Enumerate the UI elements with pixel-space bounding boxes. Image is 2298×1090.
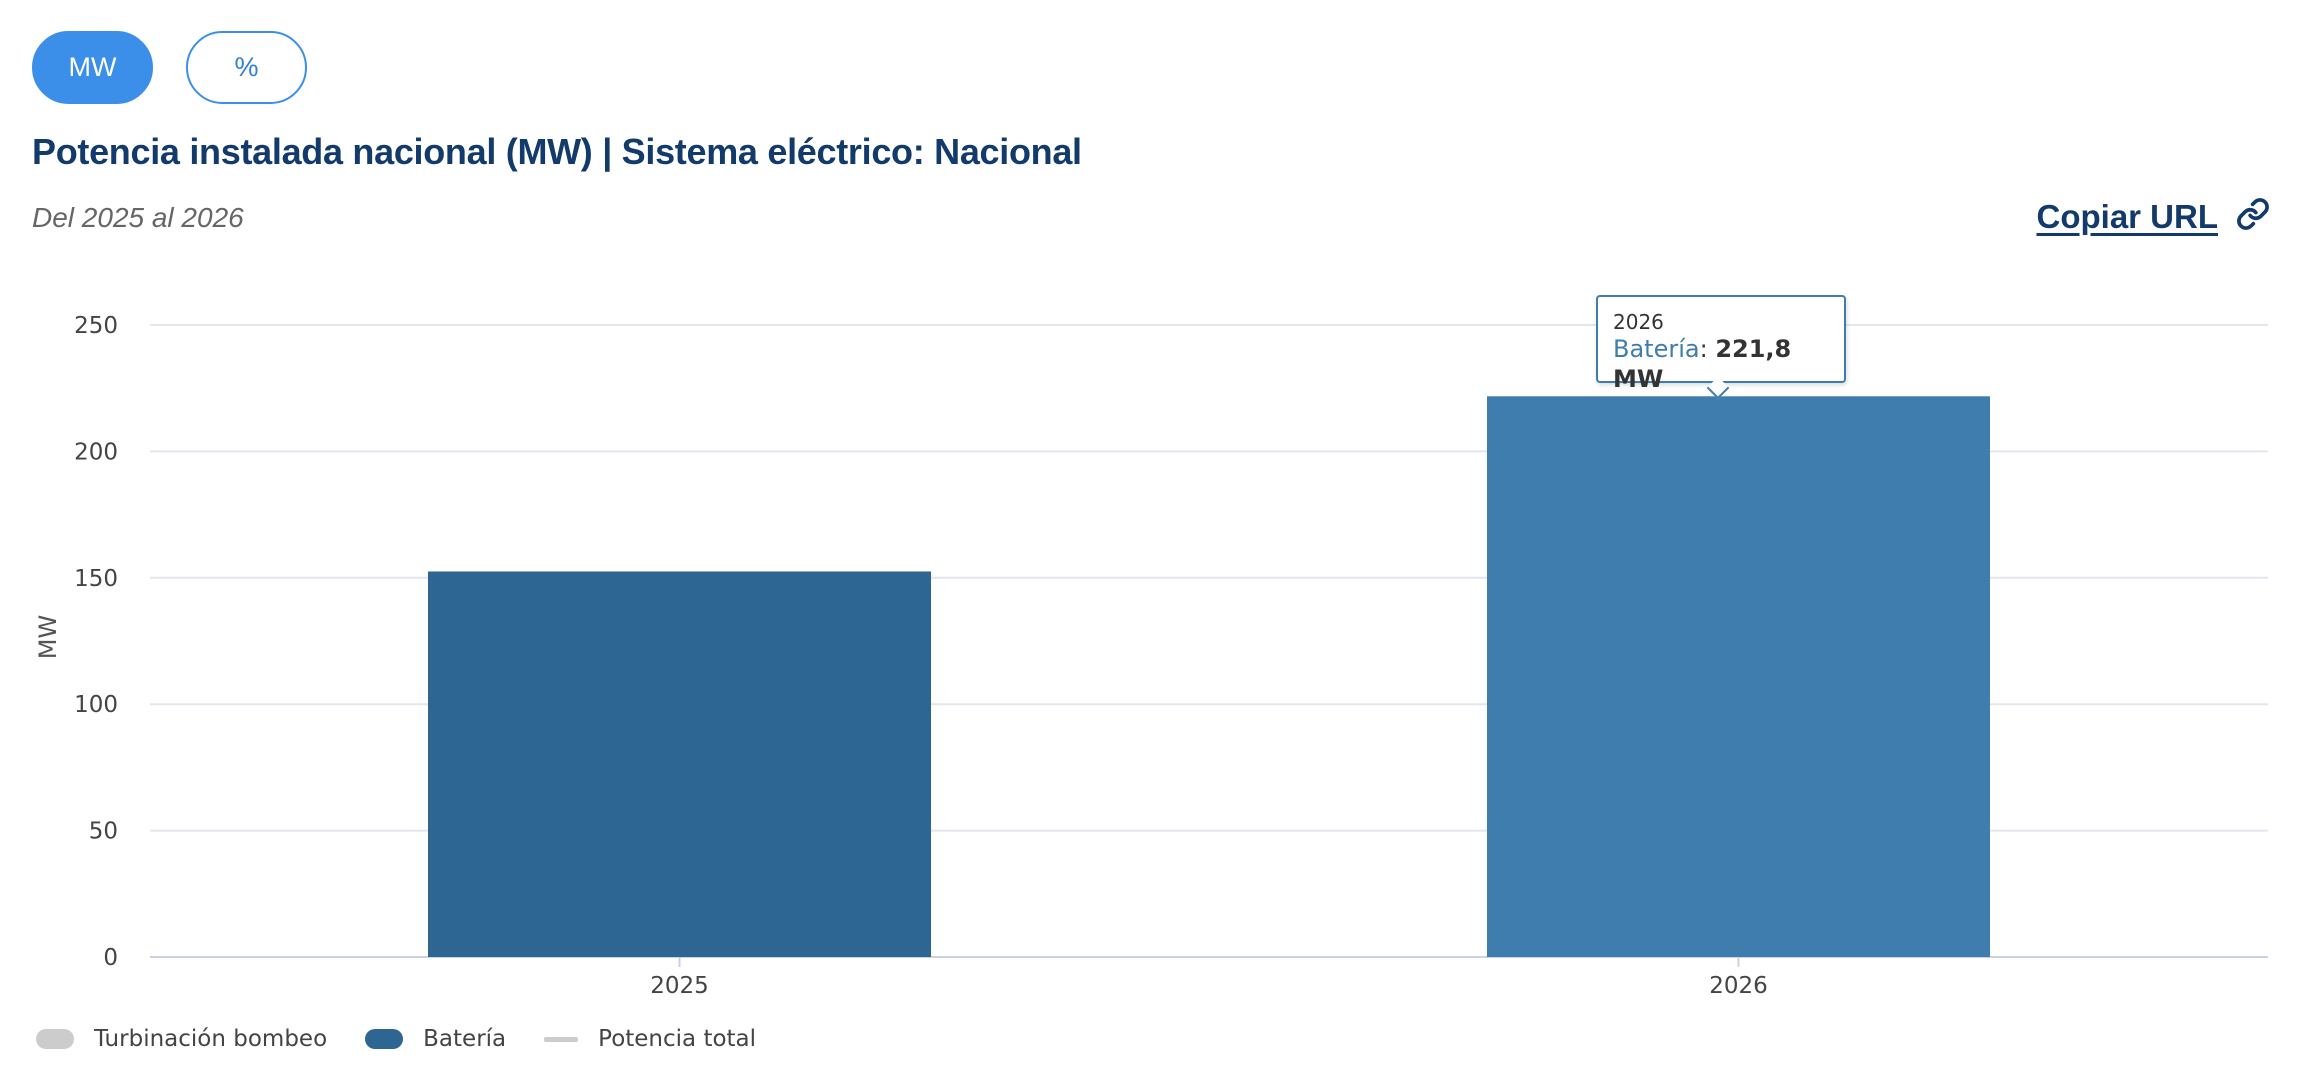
y-tick-label: 0 xyxy=(103,945,118,971)
toggle-mw-button[interactable]: MW xyxy=(32,31,153,104)
legend-swatch xyxy=(365,1029,404,1049)
legend-label: Potencia total xyxy=(598,1026,757,1052)
unit-toggle-group: MW % xyxy=(32,31,307,104)
bar-2025[interactable] xyxy=(427,571,932,957)
x-tick-label: 2025 xyxy=(650,973,709,999)
legend-label: Batería xyxy=(423,1026,507,1052)
date-range-subtitle: Del 2025 al 2026 xyxy=(32,202,244,233)
tooltip-value: 221,8 MW xyxy=(1613,335,1792,393)
copy-url-link[interactable]: Copiar URL xyxy=(2037,197,2271,236)
y-tick-label: 50 xyxy=(89,819,118,845)
y-axis-ticks: 0 50 100 150 200 250 xyxy=(74,313,118,971)
tooltip-series-name: Batería xyxy=(1613,335,1700,363)
legend-label: Turbinación bombeo xyxy=(94,1026,328,1052)
chart-title: Potencia instalada nacional (MW) | Siste… xyxy=(32,131,1082,172)
legend-item-bateria[interactable]: Batería xyxy=(365,1026,506,1052)
x-tick-label: 2026 xyxy=(1709,973,1768,999)
y-tick-label: 150 xyxy=(74,566,118,592)
x-axis-ticks: 2025 2026 xyxy=(650,957,1768,999)
bar-tooltip: 2026 Batería: 221,8 MW xyxy=(1596,295,1846,393)
legend-swatch xyxy=(36,1029,74,1049)
legend-item-turbinacion[interactable]: Turbinación bombeo xyxy=(36,1026,327,1052)
chart-legend: Turbinación bombeo Batería Potencia tota… xyxy=(36,1026,756,1052)
bars xyxy=(427,396,1991,957)
legend-swatch xyxy=(544,1036,579,1042)
y-tick-label: 250 xyxy=(74,313,118,339)
y-tick-label: 100 xyxy=(74,692,118,718)
y-tick-label: 200 xyxy=(74,439,118,465)
toggle-percent-button[interactable]: % xyxy=(186,31,307,104)
bar-2026[interactable] xyxy=(1486,396,1991,957)
y-axis-title: MW xyxy=(34,615,62,659)
tooltip-category: 2026 xyxy=(1613,310,1664,334)
legend-item-potencia-total[interactable]: Potencia total xyxy=(544,1026,756,1052)
link-icon xyxy=(2236,197,2270,236)
copy-url-label: Copiar URL xyxy=(2036,197,2219,235)
